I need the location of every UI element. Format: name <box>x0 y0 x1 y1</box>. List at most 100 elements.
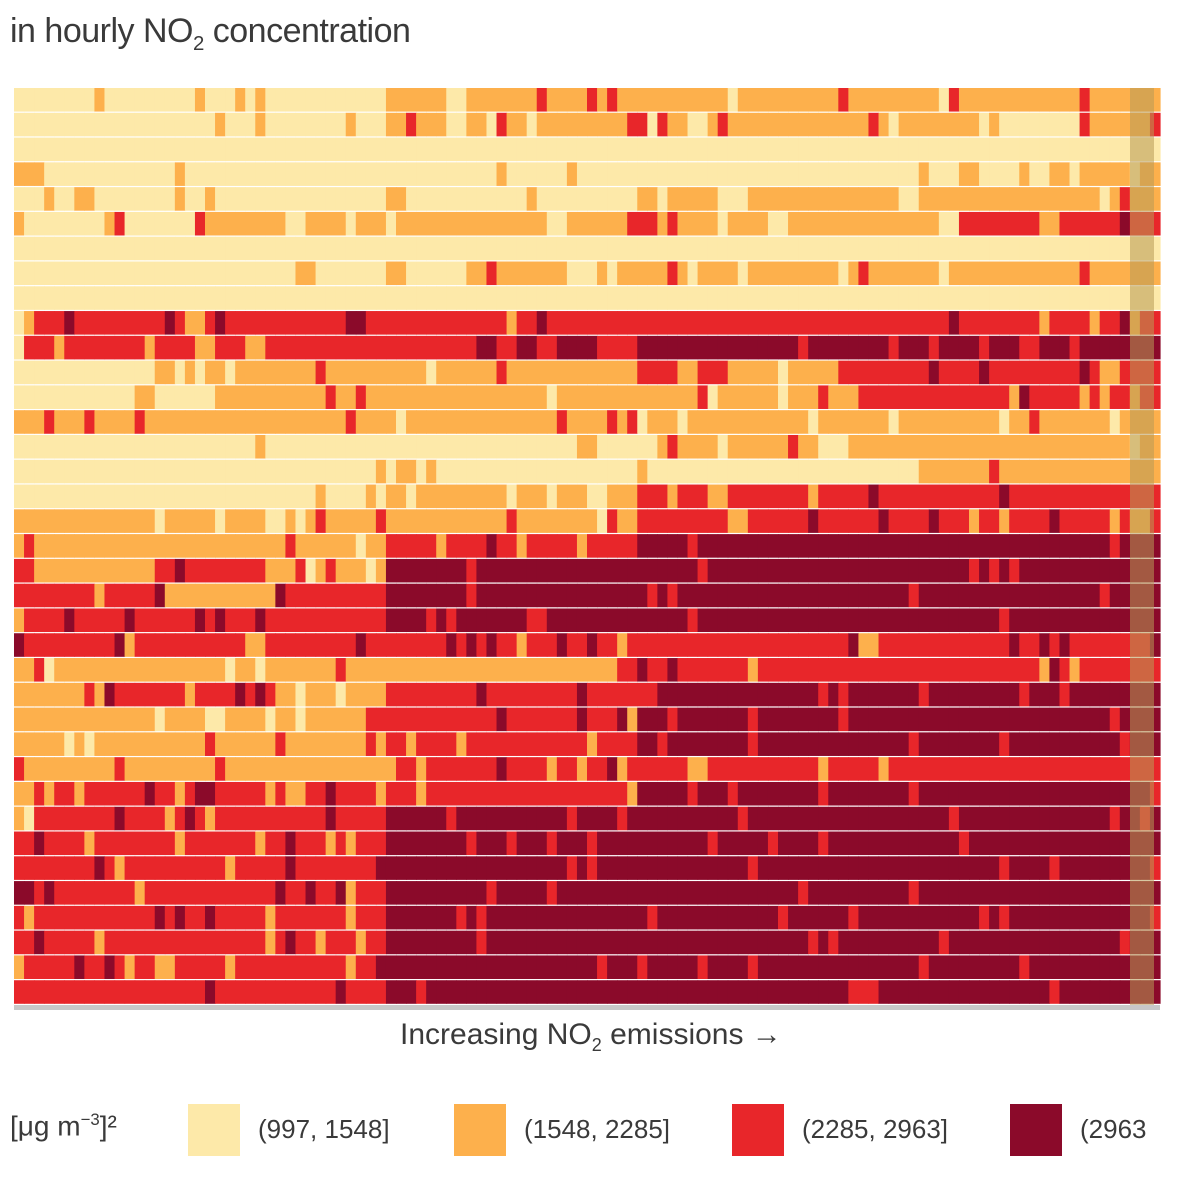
heatmap-cell <box>778 682 789 707</box>
heatmap-cell <box>958 658 970 682</box>
heatmap-cell <box>1089 806 1101 831</box>
heatmap-cell <box>14 137 25 162</box>
heatmap-cell <box>154 608 166 633</box>
heatmap-cell <box>848 112 860 137</box>
heatmap-cell <box>617 211 628 236</box>
heatmap-cell <box>1059 558 1071 583</box>
heatmap-cell <box>1049 311 1061 335</box>
heatmap-cell <box>1099 558 1111 583</box>
heatmap-cell <box>516 583 528 608</box>
heatmap-cell <box>1079 261 1091 286</box>
heatmap-cell <box>385 955 397 980</box>
heatmap-cell <box>848 905 860 930</box>
heatmap-cell <box>1089 905 1101 930</box>
heatmap-cell <box>225 633 236 657</box>
heatmap-cell <box>627 236 638 261</box>
heatmap-cell <box>486 385 498 409</box>
heatmap-cell <box>205 881 216 905</box>
heatmap-cell <box>697 955 709 980</box>
heatmap-cell <box>858 856 870 880</box>
heatmap-cell <box>1109 484 1121 509</box>
heatmap-cell <box>798 608 809 633</box>
heatmap-cell <box>999 930 1010 955</box>
heatmap-cell <box>74 286 85 310</box>
heatmap-cell <box>275 658 287 682</box>
heatmap-cell <box>1029 558 1040 583</box>
heatmap-cell <box>335 980 347 1004</box>
heatmap-cell <box>426 311 437 335</box>
heatmap-cell <box>516 757 528 781</box>
heatmap-cell <box>24 682 35 707</box>
heatmap-cell <box>1149 459 1161 484</box>
heatmap-cell <box>24 211 35 236</box>
heatmap-cell <box>717 88 729 112</box>
heatmap-cell <box>838 88 849 112</box>
heatmap-cell <box>808 955 819 980</box>
heatmap-cell <box>486 311 498 335</box>
heatmap-cell <box>627 781 638 806</box>
heatmap-cell <box>677 980 689 1004</box>
heatmap-cell <box>938 211 950 236</box>
heatmap-cell <box>295 633 307 657</box>
heatmap-cell <box>1019 757 1030 781</box>
heatmap-cell <box>858 162 870 186</box>
heatmap-cell <box>94 360 106 385</box>
heatmap-cell <box>1109 162 1121 186</box>
heatmap-cell <box>215 236 226 261</box>
heatmap-cell <box>767 608 779 633</box>
heatmap-cell <box>275 905 287 930</box>
heatmap-cell <box>124 88 136 112</box>
heatmap-cell <box>245 806 256 831</box>
heatmap-cell <box>114 707 126 732</box>
heatmap-cell <box>868 509 880 533</box>
heatmap-cell <box>456 286 467 310</box>
heatmap-cell <box>878 88 890 112</box>
heatmap-cell <box>456 236 467 261</box>
heatmap-cell <box>1099 211 1111 236</box>
heatmap-cell <box>989 831 1000 856</box>
heatmap-cell <box>44 385 55 409</box>
heatmap-cell <box>1019 980 1030 1004</box>
heatmap-cell <box>707 955 719 980</box>
heatmap-cell <box>466 831 478 856</box>
heatmap-cell <box>828 211 839 236</box>
heatmap-cell <box>265 732 276 756</box>
heatmap-cell <box>506 484 518 509</box>
heatmap-cell <box>576 261 588 286</box>
heatmap-cell <box>888 905 900 930</box>
heatmap-cell <box>767 459 779 484</box>
heatmap-cell <box>828 831 839 856</box>
heatmap-cell <box>1079 112 1091 137</box>
heatmap-cell <box>24 459 35 484</box>
heatmap-cell <box>365 261 377 286</box>
heatmap-cell <box>677 509 689 533</box>
heatmap-cell <box>546 732 558 756</box>
heatmap-cell <box>34 757 45 781</box>
heatmap-cell <box>235 88 246 112</box>
heatmap-cell <box>14 558 25 583</box>
heatmap-cell <box>556 385 568 409</box>
heatmap-cell <box>506 732 518 756</box>
heatmap-cell <box>647 360 658 385</box>
heatmap-cell <box>948 955 960 980</box>
heatmap-cell <box>456 633 467 657</box>
heatmap-cell <box>1049 955 1061 980</box>
heatmap-cell <box>14 236 25 261</box>
heatmap-cell <box>808 583 819 608</box>
heatmap-cell <box>566 534 578 558</box>
heatmap-cell <box>767 732 779 756</box>
heatmap-cell <box>627 633 638 657</box>
heatmap-cell <box>114 757 126 781</box>
heatmap-cell <box>948 930 960 955</box>
heatmap-cell <box>506 930 518 955</box>
heatmap-cell <box>928 905 940 930</box>
heatmap-cell <box>818 881 829 905</box>
heatmap-cell <box>617 187 628 211</box>
heatmap-cell <box>697 311 709 335</box>
heatmap-cell <box>84 534 96 558</box>
heatmap-cell <box>556 112 568 137</box>
heatmap-cell <box>798 856 809 880</box>
heatmap-cell <box>255 633 266 657</box>
heatmap-cell <box>194 707 206 732</box>
heatmap-cell <box>325 187 337 211</box>
